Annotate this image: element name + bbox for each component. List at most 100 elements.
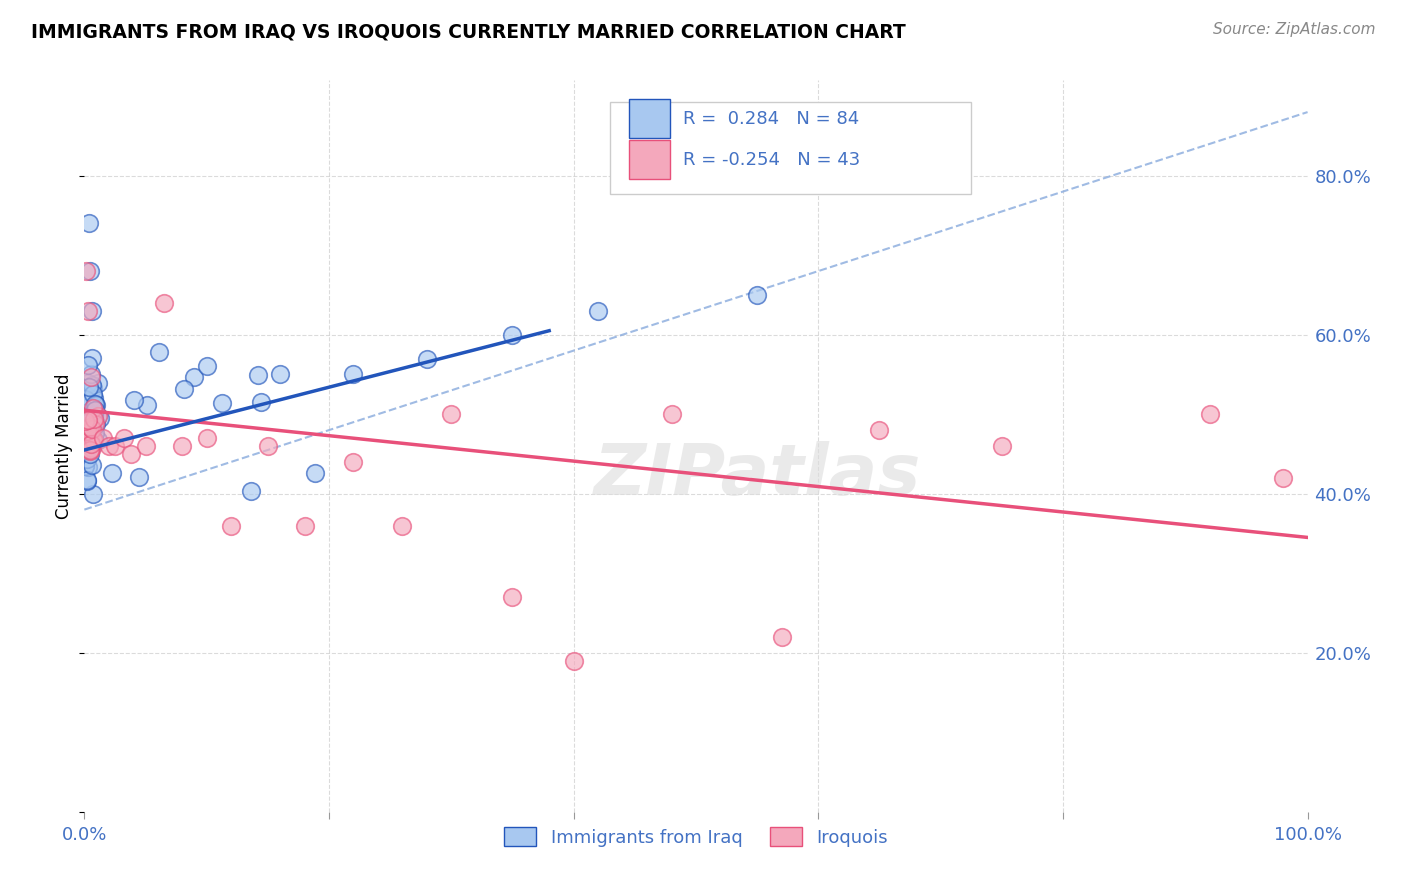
Point: [80, 431, 103, 445]
Point: [75, 421, 97, 435]
Point: [416, 351, 439, 366]
Point: [79, 421, 101, 435]
Point: [104, 439, 127, 453]
Point: [79, 420, 101, 434]
Point: [80, 370, 103, 384]
Point: [195, 359, 218, 374]
Point: [82, 387, 104, 401]
Point: [76, 451, 98, 466]
Point: [73, 458, 96, 473]
Point: [77, 358, 100, 372]
Text: Source: ZipAtlas.com: Source: ZipAtlas.com: [1212, 22, 1375, 37]
Legend: Immigrants from Iraq, Iroquois: Immigrants from Iraq, Iroquois: [496, 820, 896, 854]
Point: [75, 264, 97, 278]
Point: [87, 409, 110, 423]
Point: [77, 420, 100, 434]
Point: [76, 475, 98, 489]
Point: [440, 407, 463, 421]
Point: [79, 442, 101, 457]
Point: [77, 396, 100, 410]
Point: [87, 409, 110, 423]
Point: [136, 398, 159, 412]
Point: [75, 414, 97, 428]
Point: [83, 408, 105, 422]
Point: [86, 433, 108, 447]
Point: [84, 417, 107, 431]
Point: [79, 264, 101, 278]
Point: [77, 216, 100, 230]
Point: [79, 414, 101, 428]
Point: [83, 425, 105, 440]
Point: [250, 394, 273, 409]
Point: [77, 413, 100, 427]
Point: [80, 427, 103, 442]
Point: [82, 432, 104, 446]
Point: [83, 391, 105, 405]
Text: R =  0.284   N = 84: R = 0.284 N = 84: [682, 110, 859, 128]
Point: [257, 439, 280, 453]
Point: [75, 442, 97, 456]
Point: [183, 370, 205, 384]
Point: [128, 470, 150, 484]
Point: [101, 466, 124, 480]
Point: [148, 344, 170, 359]
Point: [120, 447, 142, 461]
Point: [661, 407, 683, 421]
Point: [76, 405, 98, 419]
Point: [586, 303, 609, 318]
Point: [294, 518, 316, 533]
Point: [83, 420, 105, 434]
Point: [77, 303, 100, 318]
Point: [211, 396, 233, 410]
Point: [76, 459, 98, 474]
Point: [75, 419, 97, 434]
Point: [77, 412, 100, 426]
Point: [135, 439, 157, 453]
Point: [79, 437, 101, 451]
Point: [80, 424, 103, 438]
Point: [391, 518, 413, 533]
Point: [82, 422, 104, 436]
Point: [76, 424, 98, 438]
Point: [80, 303, 103, 318]
Point: [79, 427, 101, 442]
Point: [79, 443, 101, 458]
Point: [112, 431, 135, 445]
Point: [173, 382, 195, 396]
Point: [80, 410, 103, 425]
Point: [79, 393, 101, 408]
Point: [77, 420, 100, 434]
Point: [247, 368, 270, 383]
Point: [172, 439, 194, 453]
Point: [84, 398, 107, 412]
Point: [73, 392, 96, 406]
Point: [79, 437, 101, 451]
Point: [75, 409, 97, 424]
Point: [87, 376, 110, 391]
Point: [76, 473, 98, 487]
Point: [153, 296, 176, 310]
Point: [562, 654, 585, 668]
Point: [73, 434, 96, 449]
Point: [76, 425, 98, 440]
FancyBboxPatch shape: [628, 139, 671, 179]
Text: ZIPatlas: ZIPatlas: [593, 441, 921, 509]
Point: [502, 327, 524, 342]
Point: [84, 397, 107, 411]
Point: [84, 402, 107, 417]
Point: [73, 442, 96, 456]
Point: [1198, 407, 1220, 421]
Point: [770, 630, 793, 644]
Point: [83, 433, 105, 447]
Point: [80, 367, 103, 381]
Point: [79, 409, 101, 423]
Point: [342, 368, 364, 382]
Point: [991, 439, 1014, 453]
Point: [76, 428, 98, 442]
Point: [82, 401, 104, 415]
Point: [869, 423, 891, 437]
Point: [195, 431, 218, 445]
Point: [82, 381, 104, 395]
Point: [83, 434, 105, 449]
Point: [84, 417, 107, 432]
